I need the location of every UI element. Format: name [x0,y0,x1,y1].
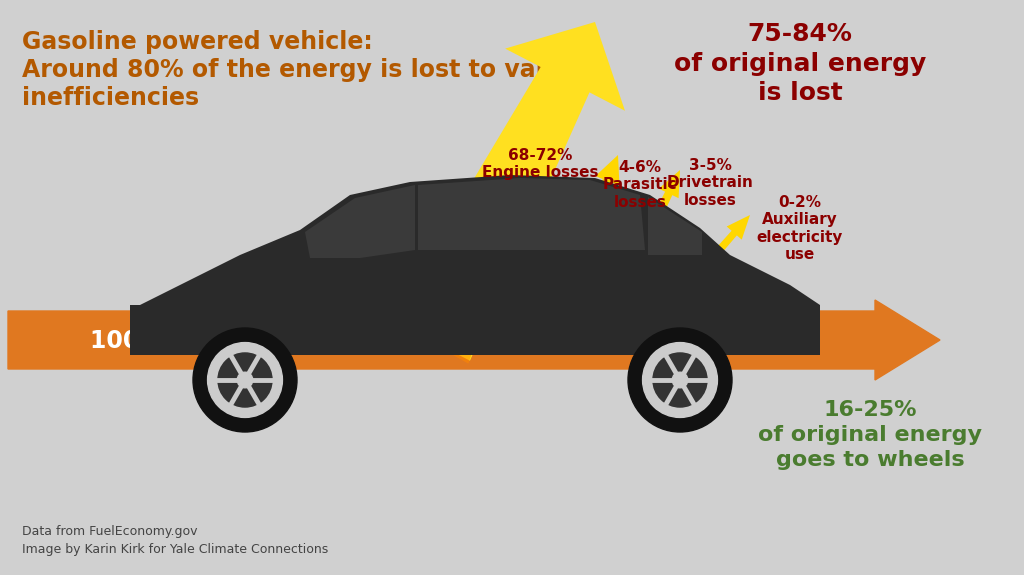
Text: 4-6%
Parasitic
losses: 4-6% Parasitic losses [603,160,677,210]
Polygon shape [130,175,820,355]
Polygon shape [549,155,620,313]
Text: 100% of original fuel: 100% of original fuel [90,329,368,353]
Circle shape [643,343,718,417]
Polygon shape [604,170,680,317]
Polygon shape [648,197,702,255]
Polygon shape [418,178,645,250]
Text: Image by Karin Kirk for Yale Climate Connections: Image by Karin Kirk for Yale Climate Con… [22,543,329,556]
Text: Gasoline powered vehicle:: Gasoline powered vehicle: [22,30,373,54]
Text: 3-5%
Drivetrain
losses: 3-5% Drivetrain losses [667,158,754,208]
Text: 68-72%
Engine losses: 68-72% Engine losses [481,148,598,181]
Text: inefficiencies: inefficiencies [22,86,199,110]
Text: 16-25%
of original energy
goes to wheels: 16-25% of original energy goes to wheels [758,400,982,470]
Circle shape [672,372,688,388]
Circle shape [238,372,253,388]
Circle shape [218,353,272,407]
Polygon shape [656,215,750,321]
Text: 75-84%
of original energy
is lost: 75-84% of original energy is lost [674,22,926,105]
Polygon shape [390,22,625,361]
Text: Around 80% of the energy is lost to various: Around 80% of the energy is lost to vari… [22,58,603,82]
Polygon shape [130,305,820,355]
FancyArrow shape [8,300,940,380]
Text: 0-2%
Auxiliary
electricity
use: 0-2% Auxiliary electricity use [757,195,843,262]
Text: Data from FuelEconomy.gov: Data from FuelEconomy.gov [22,525,198,538]
Circle shape [628,328,732,432]
Polygon shape [305,185,415,258]
Polygon shape [391,194,522,363]
Circle shape [653,353,707,407]
Circle shape [208,343,283,417]
Circle shape [193,328,297,432]
